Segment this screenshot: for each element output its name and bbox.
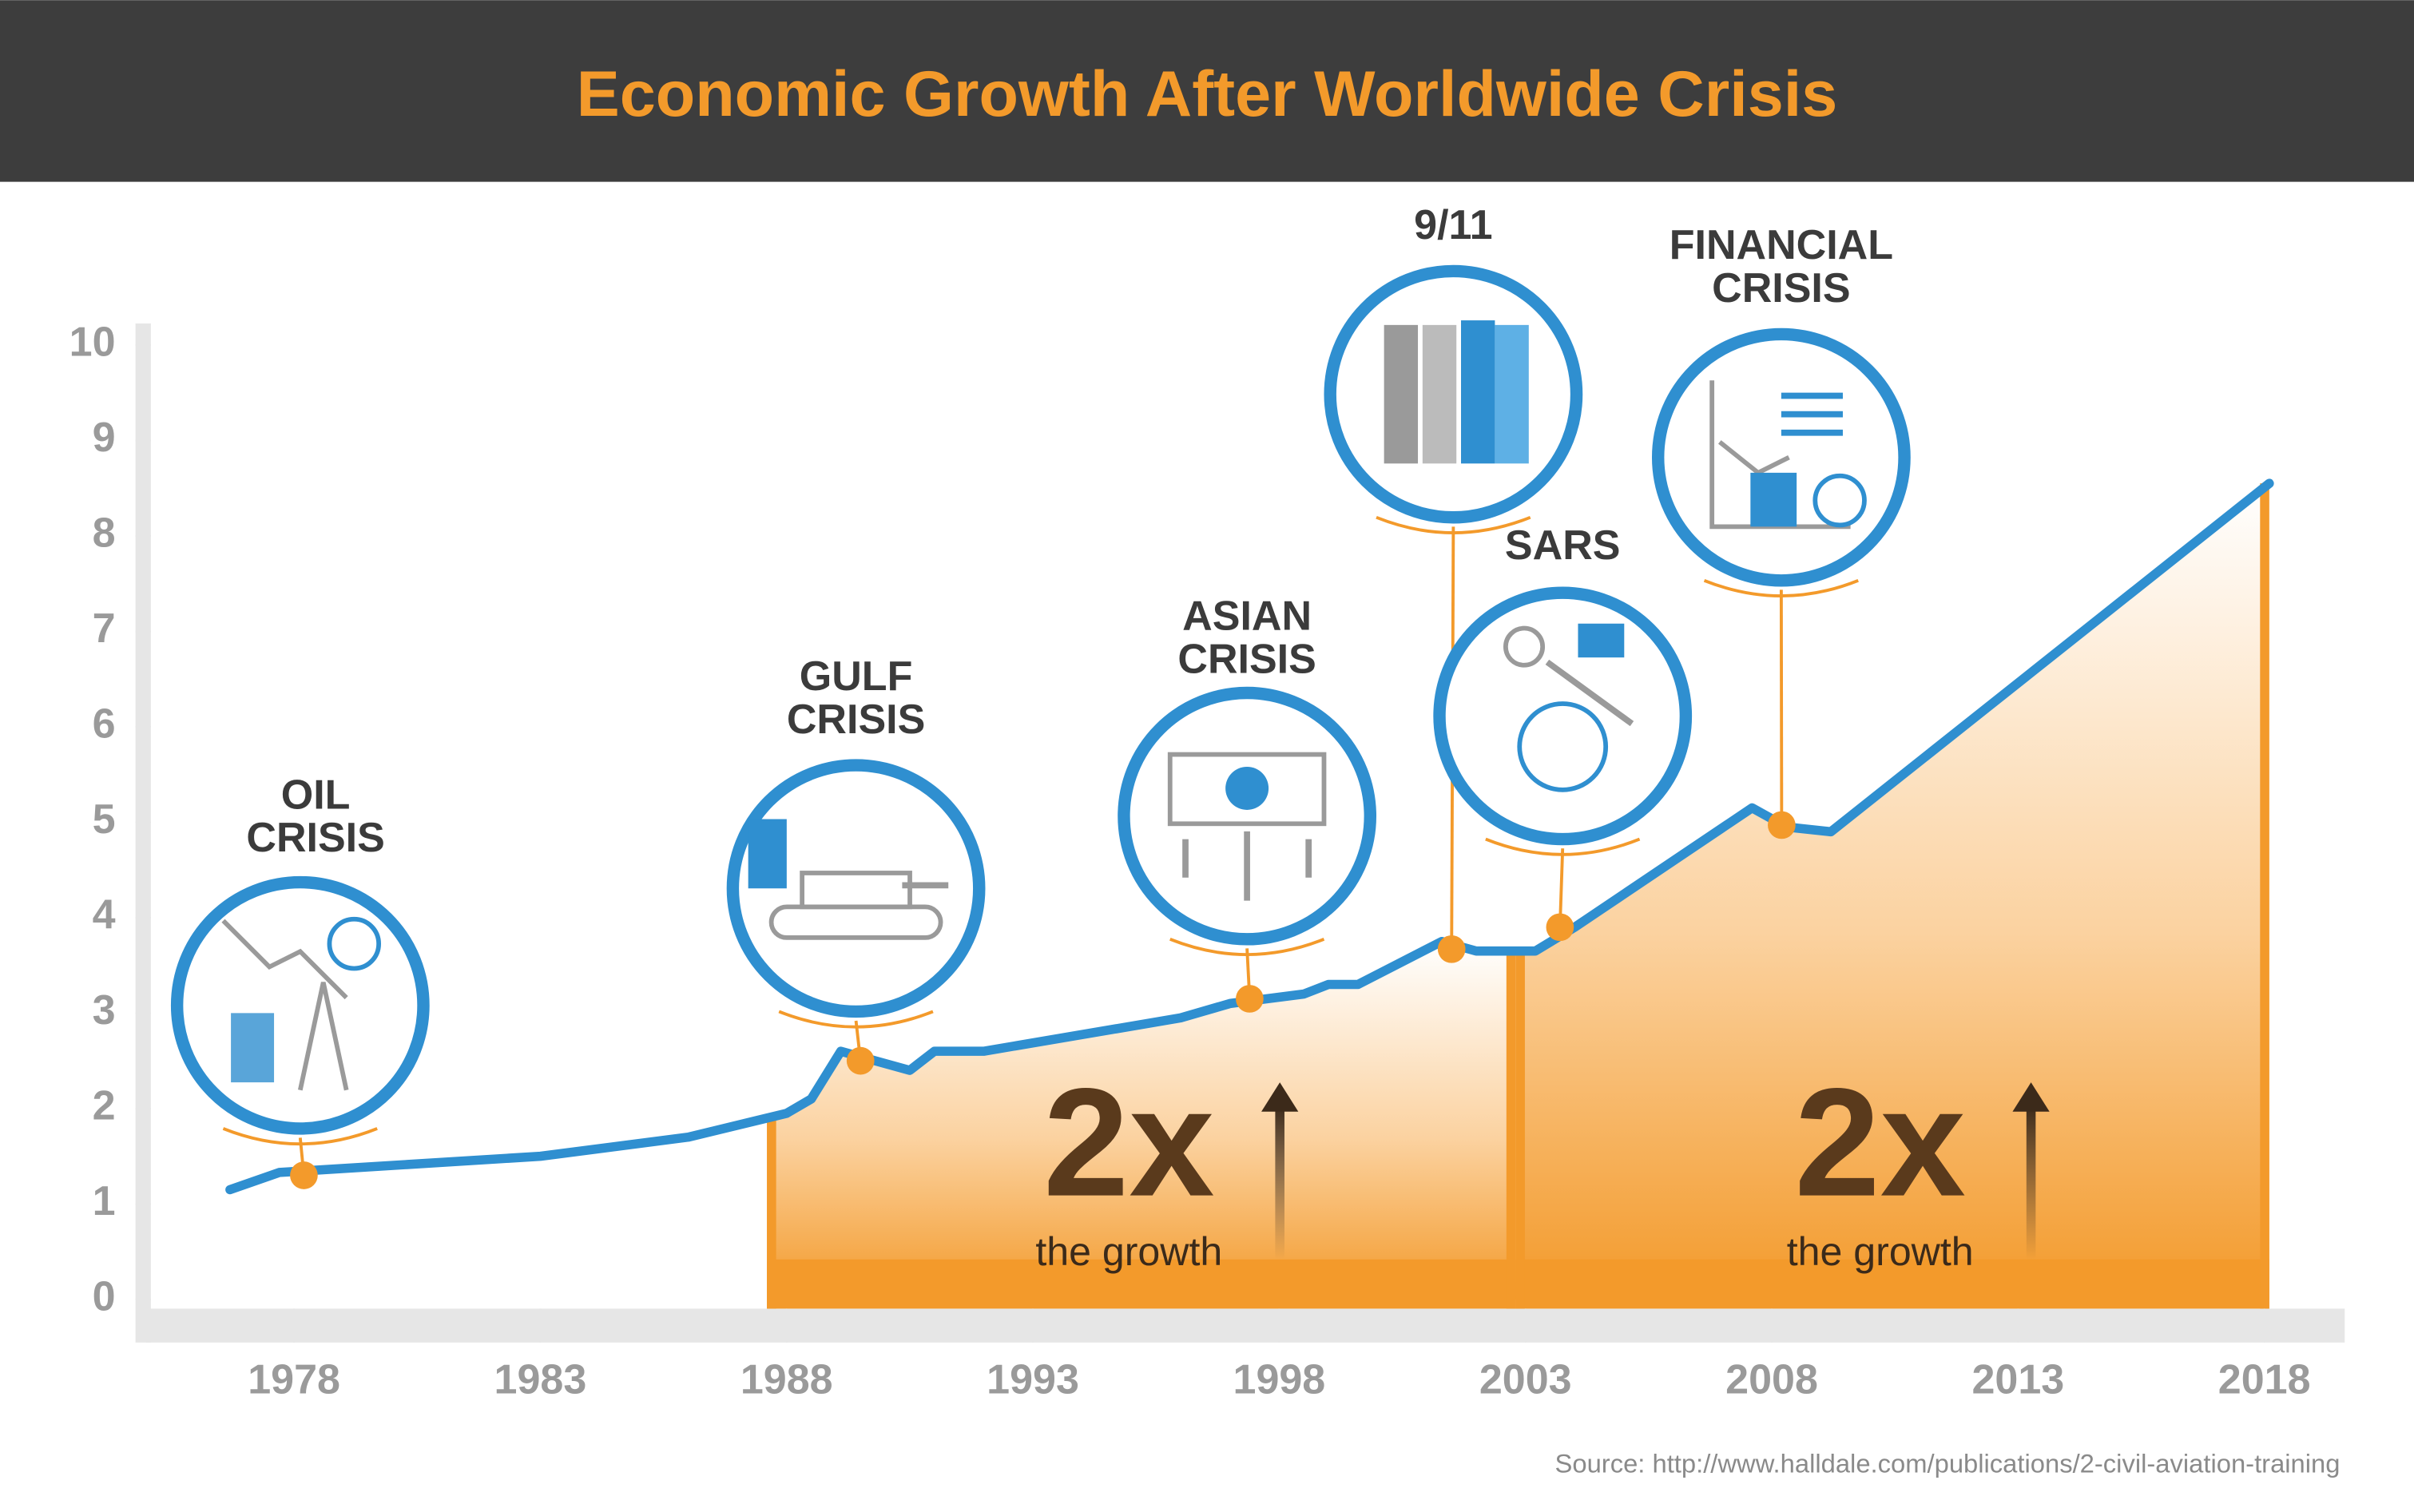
event-circle	[170, 875, 430, 1135]
event-icon	[1709, 380, 1867, 530]
highlight-area	[1515, 483, 2269, 1300]
highlight-base	[1515, 1259, 2269, 1309]
circle-shadow-arc	[1169, 938, 1325, 956]
circle-shadow-arc	[778, 1010, 934, 1029]
y-axis-bar	[135, 323, 151, 1343]
growth-multiplier: 2x	[1043, 1057, 1214, 1228]
growth-arrow-shaft	[2026, 1105, 2036, 1260]
event-circle	[726, 759, 986, 1018]
data-line	[225, 478, 2274, 1195]
event-icon	[1167, 752, 1327, 901]
event-label: CRISIS	[1177, 637, 1316, 683]
highlight-area	[767, 941, 1516, 1300]
x-tick-label: 1998	[1233, 1357, 1326, 1403]
y-tick-label: 5	[93, 796, 116, 843]
event-marker	[1768, 811, 1796, 839]
growth-multiplier: 2x	[1795, 1057, 1966, 1228]
y-tick-label: 7	[93, 605, 116, 652]
circle-shadow-arc	[222, 1127, 378, 1146]
growth-arrow-head	[2012, 1082, 2050, 1112]
x-tick-label: 2018	[2218, 1357, 2311, 1403]
source-note: Source: http://www.halldale.com/publicat…	[1555, 1449, 2341, 1478]
y-tick-label: 3	[93, 987, 116, 1034]
event-label: OIL	[281, 772, 351, 818]
event-label: ASIAN	[1182, 593, 1312, 640]
event-label: SARS	[1505, 522, 1621, 569]
x-axis-bar	[146, 1308, 2345, 1343]
y-tick-label: 10	[69, 319, 116, 366]
y-tick-label: 6	[93, 701, 116, 748]
growth-arrow-shaft	[1275, 1105, 1284, 1260]
event-icon	[221, 916, 382, 1091]
x-tick-label: 1988	[740, 1357, 833, 1403]
event-circle	[1118, 686, 1377, 946]
circle-shadow-arc	[1703, 578, 1859, 597]
x-tick-label: 2008	[1725, 1357, 1818, 1403]
y-tick-label: 1	[93, 1178, 116, 1224]
event-marker	[1236, 985, 1264, 1013]
x-tick-label: 1978	[248, 1357, 340, 1403]
event-label: CRISIS	[246, 815, 384, 861]
event-label: CRISIS	[787, 696, 925, 743]
title-bar	[0, 0, 2414, 182]
y-tick-label: 9	[93, 415, 116, 461]
highlight-base	[767, 1259, 1516, 1309]
event-label: CRISIS	[1712, 265, 1850, 312]
event-circle	[1651, 327, 1911, 587]
circle-shadow-arc	[1485, 837, 1641, 856]
event-icon	[1384, 320, 1529, 464]
y-tick-label: 8	[93, 510, 116, 557]
event-label: GULF	[800, 653, 913, 700]
growth-caption: the growth	[1787, 1229, 1974, 1274]
growth-caption: the growth	[1035, 1229, 1222, 1274]
growth-arrow-head	[1261, 1082, 1299, 1112]
x-tick-label: 1993	[987, 1357, 1079, 1403]
y-tick-label: 0	[93, 1274, 116, 1320]
event-label: FINANCIAL	[1670, 222, 1893, 268]
x-tick-label: 2013	[1971, 1357, 2064, 1403]
event-icon	[1503, 623, 1634, 792]
event-label: 9/11	[1414, 202, 1492, 248]
y-tick-label: 2	[93, 1083, 116, 1129]
event-icon	[748, 819, 949, 940]
event-marker	[846, 1046, 875, 1075]
event-marker	[1546, 913, 1574, 942]
chart-title: Economic Growth After Worldwide Crisis	[577, 58, 1837, 130]
y-tick-label: 4	[93, 892, 116, 939]
event-marker	[290, 1161, 318, 1189]
x-tick-label: 2003	[1479, 1357, 1572, 1403]
event-marker	[1437, 935, 1466, 963]
x-tick-label: 1983	[494, 1357, 587, 1403]
circle-shadow-arc	[1376, 515, 1531, 534]
event-circle	[1433, 586, 1693, 846]
